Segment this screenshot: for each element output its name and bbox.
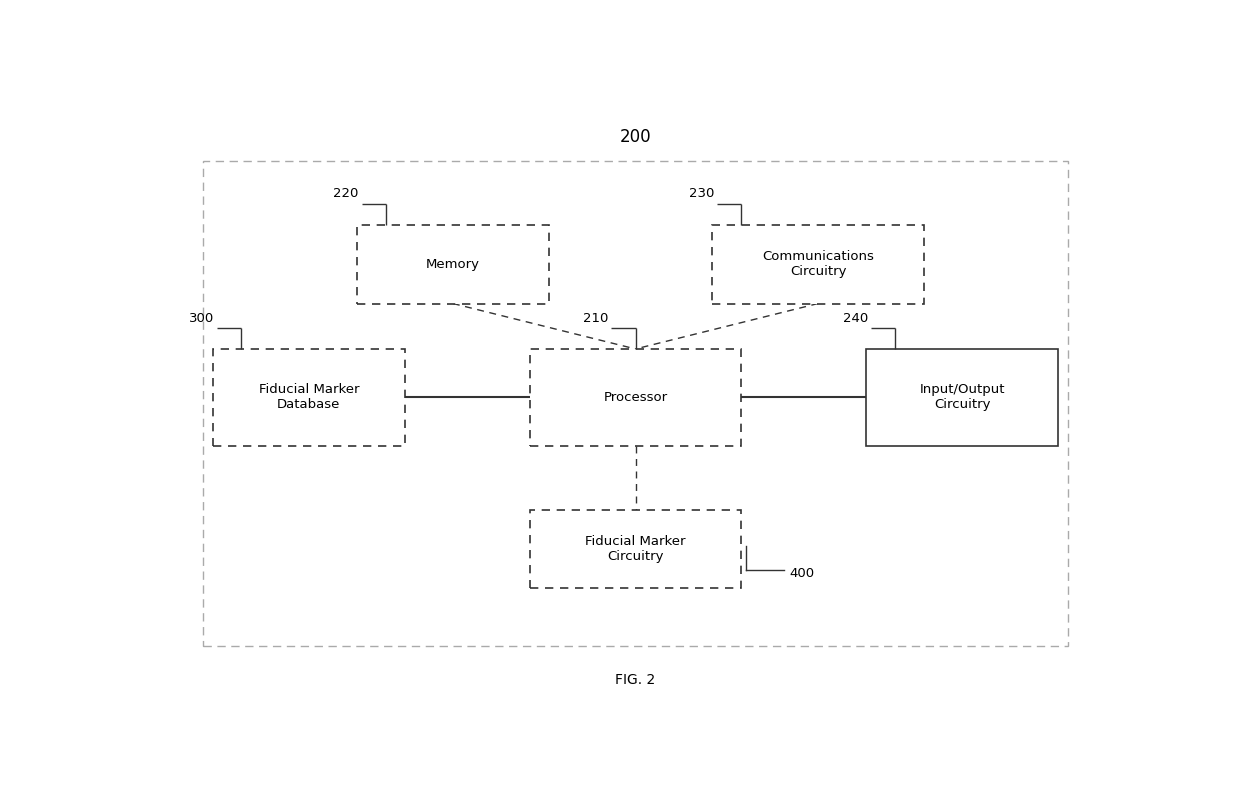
Bar bbox=[213, 349, 404, 446]
Text: 200: 200 bbox=[620, 127, 651, 146]
Text: Fiducial Marker
Database: Fiducial Marker Database bbox=[258, 383, 360, 412]
Text: FIG. 2: FIG. 2 bbox=[615, 674, 656, 687]
Text: 300: 300 bbox=[190, 312, 215, 325]
Text: 230: 230 bbox=[689, 187, 714, 201]
Text: 220: 220 bbox=[334, 187, 358, 201]
Bar bbox=[203, 161, 1068, 646]
Text: Memory: Memory bbox=[425, 257, 480, 271]
Text: Input/Output
Circuitry: Input/Output Circuitry bbox=[920, 383, 1004, 412]
Bar bbox=[866, 349, 1058, 446]
Text: 210: 210 bbox=[583, 312, 609, 325]
Text: Processor: Processor bbox=[604, 391, 667, 404]
Bar bbox=[529, 349, 742, 446]
Bar bbox=[712, 225, 924, 304]
Text: 400: 400 bbox=[789, 567, 815, 580]
Text: 240: 240 bbox=[843, 312, 868, 325]
Bar bbox=[529, 509, 742, 589]
Bar bbox=[357, 225, 549, 304]
Text: Communications
Circuitry: Communications Circuitry bbox=[763, 250, 874, 278]
Text: Fiducial Marker
Circuitry: Fiducial Marker Circuitry bbox=[585, 535, 686, 563]
